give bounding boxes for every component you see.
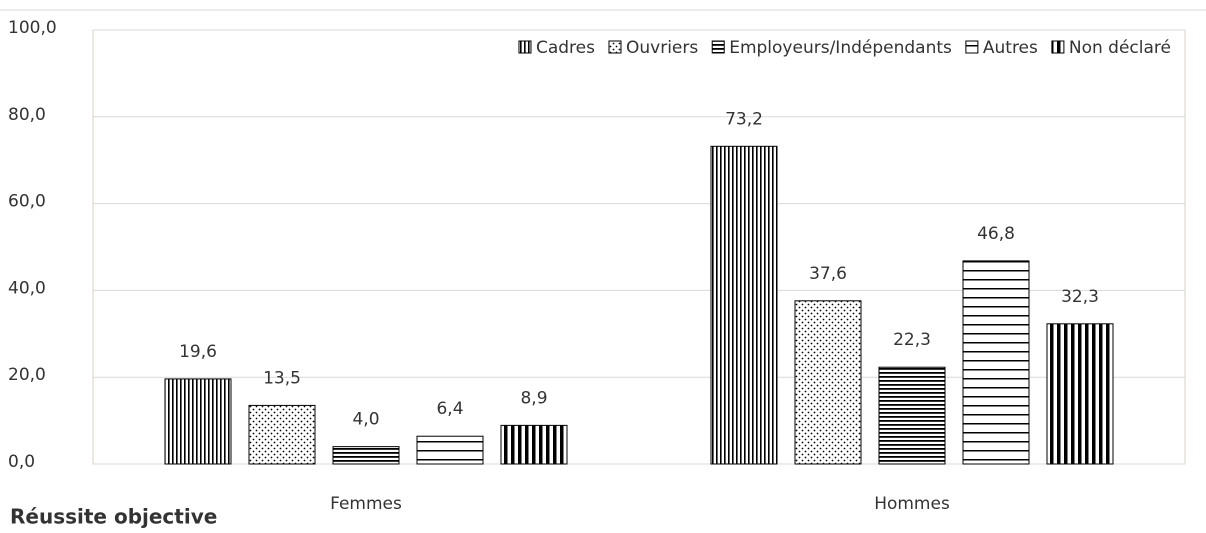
data-label: 46,8 [977, 224, 1015, 244]
bar [878, 366, 946, 465]
x-tick-label: Hommes [874, 494, 950, 514]
bar [164, 378, 232, 465]
y-tick-label: 0,0 [8, 452, 35, 472]
y-tick-label: 40,0 [8, 278, 46, 298]
data-label: 32,3 [1061, 287, 1099, 307]
data-label: 22,3 [893, 330, 931, 350]
bar [794, 300, 862, 465]
legend-swatch [1051, 40, 1065, 54]
y-tick-label: 20,0 [8, 365, 46, 385]
bar [710, 145, 778, 465]
y-tick-label: 80,0 [8, 105, 46, 125]
data-label: 73,2 [725, 109, 763, 129]
bar [962, 260, 1030, 465]
data-label: 37,6 [809, 264, 847, 284]
data-label: 13,5 [263, 368, 301, 388]
legend-label: Non déclaré [1069, 38, 1171, 58]
bar [1046, 323, 1114, 465]
bar [248, 404, 316, 465]
x-tick-label: Femmes [330, 494, 402, 514]
bar [332, 446, 400, 465]
y-tick-label: 60,0 [8, 192, 46, 212]
legend-swatch [608, 40, 622, 54]
legend-label: Cadres [536, 38, 595, 58]
bar [416, 435, 484, 465]
data-label: 4,0 [352, 410, 379, 430]
legend-label: Autres [983, 38, 1038, 58]
bar [500, 424, 568, 465]
legend-label: Employeurs/Indépendants [729, 38, 952, 58]
data-label: 6,4 [436, 399, 463, 419]
legend-label: Ouvriers [626, 38, 698, 58]
legend-swatch [711, 40, 725, 54]
data-label: 19,6 [179, 342, 217, 362]
y-tick-label: 100,0 [8, 18, 57, 38]
data-label: 8,9 [520, 388, 547, 408]
legend-swatch [518, 40, 532, 54]
legend-swatch [965, 40, 979, 54]
annotation: Réussite objective [10, 505, 217, 529]
